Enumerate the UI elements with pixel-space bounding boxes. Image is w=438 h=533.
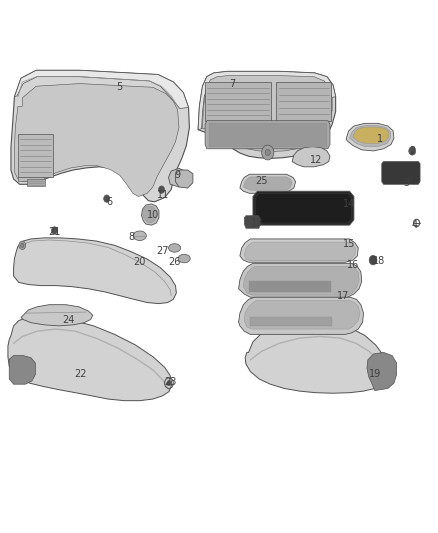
Text: 16: 16 <box>347 260 359 270</box>
Polygon shape <box>198 71 336 130</box>
Polygon shape <box>208 123 327 147</box>
Polygon shape <box>18 177 44 181</box>
Polygon shape <box>244 216 260 228</box>
Polygon shape <box>14 84 179 197</box>
Circle shape <box>265 149 270 156</box>
Polygon shape <box>276 82 331 120</box>
Polygon shape <box>27 179 45 186</box>
Ellipse shape <box>169 244 181 252</box>
Polygon shape <box>353 127 389 143</box>
Text: 15: 15 <box>343 239 356 249</box>
Text: 22: 22 <box>74 369 87 378</box>
Polygon shape <box>350 125 391 147</box>
Text: 20: 20 <box>134 257 146 267</box>
Text: 12: 12 <box>310 156 323 165</box>
Text: 5: 5 <box>116 82 122 92</box>
Text: 1: 1 <box>377 134 383 144</box>
Text: 9: 9 <box>175 171 181 180</box>
Polygon shape <box>382 161 420 184</box>
Polygon shape <box>14 70 188 109</box>
Circle shape <box>261 145 274 160</box>
Polygon shape <box>244 177 292 190</box>
Circle shape <box>409 147 416 155</box>
Text: 11: 11 <box>157 190 170 200</box>
Polygon shape <box>169 168 189 187</box>
Polygon shape <box>239 263 362 297</box>
Circle shape <box>159 186 165 193</box>
Polygon shape <box>244 266 359 295</box>
Polygon shape <box>141 204 159 225</box>
Circle shape <box>19 241 26 249</box>
Ellipse shape <box>178 254 190 263</box>
Polygon shape <box>245 322 388 393</box>
Polygon shape <box>205 82 271 120</box>
Polygon shape <box>346 123 394 151</box>
Polygon shape <box>8 317 172 401</box>
Polygon shape <box>239 297 364 334</box>
Text: 8: 8 <box>128 232 134 242</box>
Text: 17: 17 <box>337 290 349 301</box>
Circle shape <box>167 381 171 386</box>
Text: 10: 10 <box>147 210 159 220</box>
Text: 23: 23 <box>164 377 177 387</box>
Polygon shape <box>255 193 352 223</box>
Polygon shape <box>249 281 331 292</box>
Circle shape <box>51 227 57 234</box>
Text: 24: 24 <box>63 314 75 325</box>
Circle shape <box>369 255 377 265</box>
Polygon shape <box>292 147 330 167</box>
Polygon shape <box>198 71 336 158</box>
Polygon shape <box>367 352 396 391</box>
Polygon shape <box>253 191 354 225</box>
Polygon shape <box>240 239 358 262</box>
Polygon shape <box>240 174 296 193</box>
Polygon shape <box>176 170 193 188</box>
Polygon shape <box>202 76 332 151</box>
Polygon shape <box>205 120 330 149</box>
Text: 2: 2 <box>410 146 416 156</box>
Text: 6: 6 <box>106 197 113 207</box>
Text: 25: 25 <box>255 175 268 185</box>
Circle shape <box>104 195 110 203</box>
Text: 19: 19 <box>369 369 381 378</box>
Polygon shape <box>244 301 360 329</box>
Polygon shape <box>18 134 53 177</box>
Text: 7: 7 <box>229 78 235 88</box>
Polygon shape <box>143 206 156 223</box>
Text: 21: 21 <box>48 227 61 237</box>
Text: 27: 27 <box>156 246 169 256</box>
Text: 13: 13 <box>251 218 263 228</box>
Polygon shape <box>244 242 356 261</box>
Polygon shape <box>9 356 35 384</box>
Text: 14: 14 <box>343 199 356 209</box>
Circle shape <box>21 243 24 247</box>
Text: 4: 4 <box>412 220 418 230</box>
Polygon shape <box>251 317 332 326</box>
Text: 26: 26 <box>169 257 181 267</box>
Polygon shape <box>14 238 177 304</box>
Ellipse shape <box>133 231 146 240</box>
Polygon shape <box>11 70 189 202</box>
Text: 3: 3 <box>403 177 409 188</box>
Polygon shape <box>21 305 93 326</box>
Text: 18: 18 <box>373 256 385 266</box>
